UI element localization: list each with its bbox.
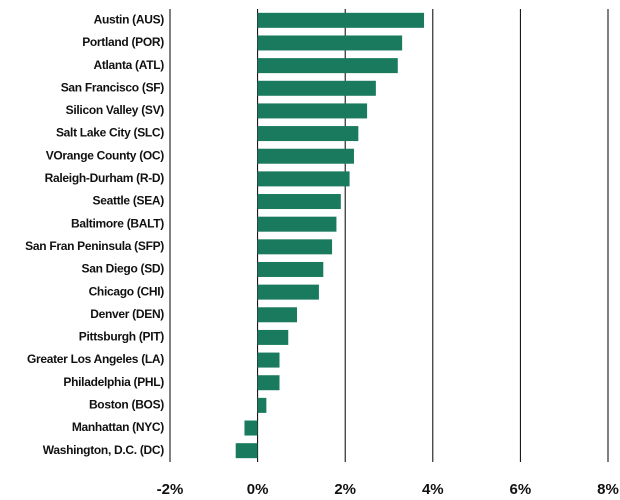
y-tick-label: Philadelphia (PHL) [63, 375, 164, 389]
bar [244, 420, 258, 436]
y-tick-label: Chicago (CHI) [89, 284, 165, 298]
y-tick-label: Manhattan (NYC) [72, 420, 164, 434]
bar [257, 35, 403, 51]
y-tick-label: San Fran Peninsula (SFP) [25, 239, 164, 253]
y-tick-label: San Francisco (SF) [61, 80, 165, 94]
y-tick-label: Denver (DEN) [90, 307, 164, 321]
x-tick-label: 4% [422, 481, 444, 498]
y-tick-label: Austin (AUS) [94, 12, 165, 26]
x-tick-label: 6% [510, 481, 532, 498]
y-tick-label: San Diego (SD) [82, 262, 165, 276]
bar [257, 148, 354, 164]
bar [257, 194, 341, 210]
x-tick-label: 2% [334, 481, 356, 498]
bar [257, 80, 376, 96]
y-tick-label: VOrange County (OC) [46, 148, 165, 162]
y-tick-label: Seattle (SEA) [93, 194, 165, 208]
y-tick-label: Silicon Valley (SV) [66, 103, 165, 117]
y-tick-label: Raleigh-Durham (R-D) [45, 171, 165, 185]
y-tick-label: Boston (BOS) [89, 398, 164, 412]
bar [257, 397, 267, 413]
bar [257, 329, 289, 345]
y-tick-label: Pittsburgh (PIT) [79, 330, 164, 344]
y-tick-label: Washington, D.C. (DC) [43, 443, 165, 457]
y-tick-label: Salt Lake City (SLC) [56, 126, 164, 140]
bar [257, 58, 398, 74]
bar [257, 216, 337, 232]
bar [235, 443, 258, 459]
bar [257, 375, 280, 391]
x-tick-label: 8% [597, 481, 619, 498]
x-tick-label: -2% [157, 481, 184, 498]
y-tick-label: Greater Los Angeles (LA) [27, 352, 164, 366]
bar [257, 103, 368, 119]
y-tick-label: Atlanta (ATL) [93, 58, 164, 72]
bar [257, 284, 319, 300]
y-tick-label: Baltimore (BALT) [71, 216, 164, 230]
bar [257, 239, 333, 255]
bar [257, 12, 425, 28]
y-tick-label: Portland (POR) [82, 35, 164, 49]
bar [257, 307, 298, 323]
bar [257, 126, 359, 142]
bar [257, 261, 324, 277]
bar [257, 171, 350, 187]
x-tick-label: 0% [247, 481, 269, 498]
bar [257, 352, 280, 368]
